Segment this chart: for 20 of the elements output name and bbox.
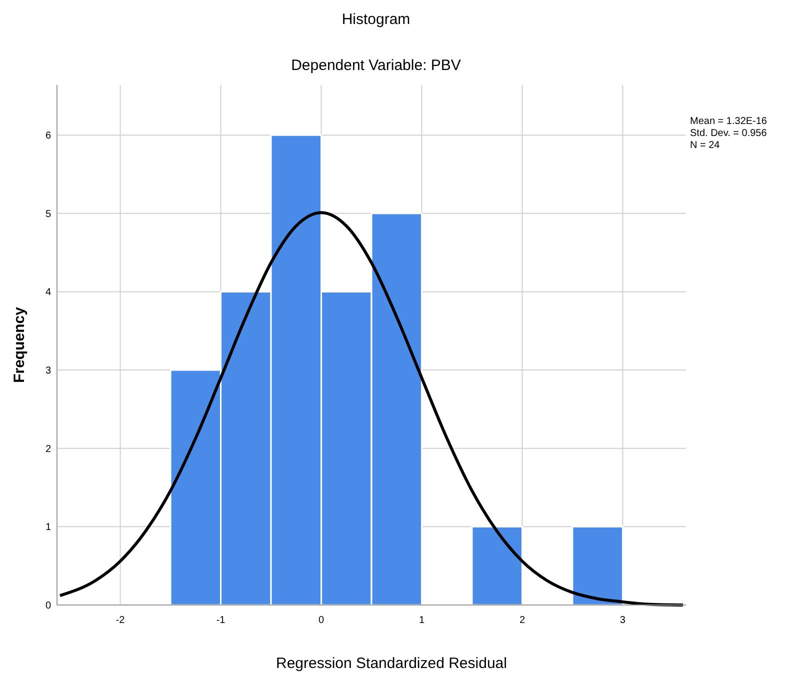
y-tick-label: 4 <box>45 287 52 298</box>
y-tick-label: 3 <box>45 366 52 377</box>
chart-subtitle: Dependent Variable: PBV <box>291 57 461 74</box>
x-tick-label: 1 <box>418 615 425 626</box>
x-tick-label: -1 <box>216 615 226 626</box>
x-tick-label: -2 <box>116 615 126 626</box>
y-tick-label: 5 <box>45 208 52 220</box>
text: Mean = 1.32E-16 <box>690 116 768 127</box>
x-axis-title: Regression Standardized Residual <box>276 655 507 672</box>
y-tick-label: 0 <box>45 600 52 612</box>
text: N = 24 <box>690 140 720 151</box>
y-tick-label: 6 <box>45 130 52 142</box>
x-tick-label: 3 <box>620 615 626 626</box>
text: Std. Dev. = 0.956 <box>690 128 768 139</box>
chart-title: Histogram <box>342 11 410 28</box>
y-tick-label: 1 <box>45 522 52 534</box>
x-tick-label: 0 <box>318 615 324 626</box>
x-tick-label: 2 <box>519 615 526 626</box>
y-axis-title: Frequency <box>11 306 28 383</box>
y-tick-label: 2 <box>45 444 52 455</box>
